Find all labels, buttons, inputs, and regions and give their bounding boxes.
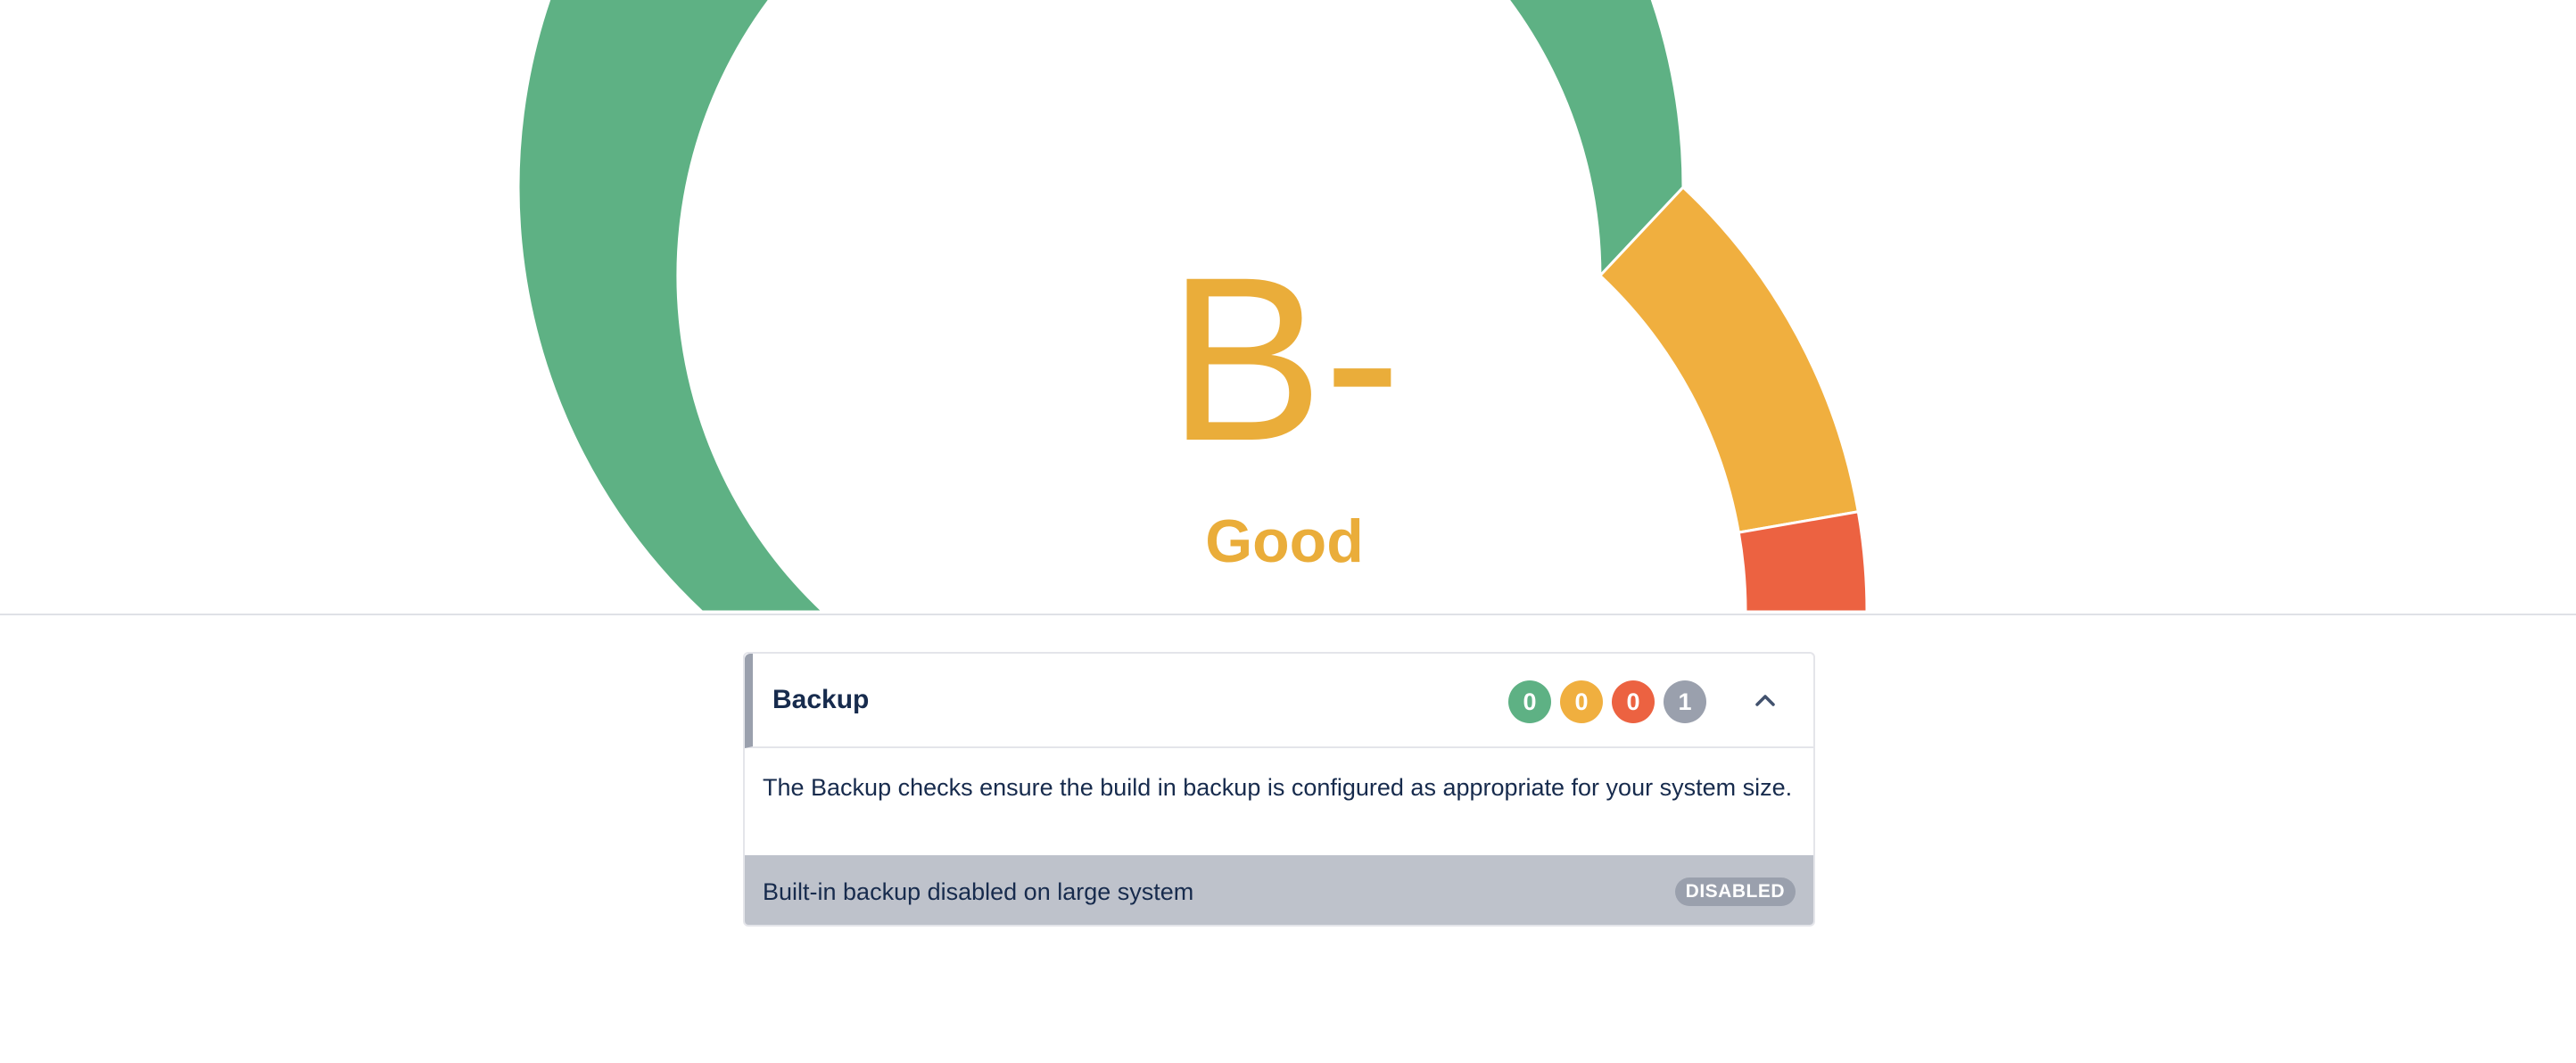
- critical-count-badge: 0: [1612, 680, 1655, 723]
- grade-rating: Good: [1205, 507, 1364, 575]
- card-header[interactable]: Backup 0 0 0 1: [745, 654, 1813, 748]
- gauge-segment-critical: [1737, 509, 1869, 614]
- chevron-up-icon[interactable]: [1749, 684, 1781, 716]
- disabled-count-badge: 1: [1664, 680, 1706, 723]
- passed-count-badge: 0: [1508, 680, 1551, 723]
- card-title: Backup: [772, 685, 870, 714]
- check-label: Built-in backup disabled on large system: [763, 878, 1194, 905]
- gauge-segment-good: [516, 0, 1685, 614]
- warning-count-badge: 0: [1560, 680, 1603, 723]
- health-gauge: [516, 0, 1869, 614]
- status-counts: 0 0 0 1: [1508, 680, 1706, 723]
- status-badge: DISABLED: [1674, 878, 1796, 906]
- check-row[interactable]: Built-in backup disabled on large system…: [745, 855, 1813, 925]
- grade-value: B-: [1168, 228, 1401, 490]
- gauge-segment-warning: [1598, 185, 1861, 534]
- card-description: The Backup checks ensure the build in ba…: [763, 774, 1793, 801]
- divider: [0, 614, 2576, 615]
- backup-category-card: Backup 0 0 0 1 The Backup checks ensure …: [743, 652, 1815, 927]
